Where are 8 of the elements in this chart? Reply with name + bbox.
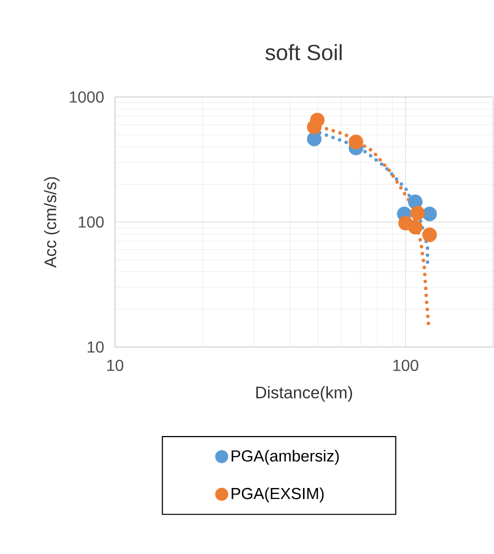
y-tick-label: 100 [78, 216, 104, 228]
x-axis-title: Distance(km) [256, 386, 352, 402]
y-axis-title: Acc (cm/s/s) [44, 177, 60, 268]
legend-label: PGA(ambersiz) [232, 450, 339, 465]
legend-label: PGA(EXSIM) [232, 487, 324, 502]
chart-title: soft Soil [265, 44, 342, 60]
y-tick-label: 1000 [70, 91, 104, 103]
y-tick-label: 10 [88, 341, 104, 353]
